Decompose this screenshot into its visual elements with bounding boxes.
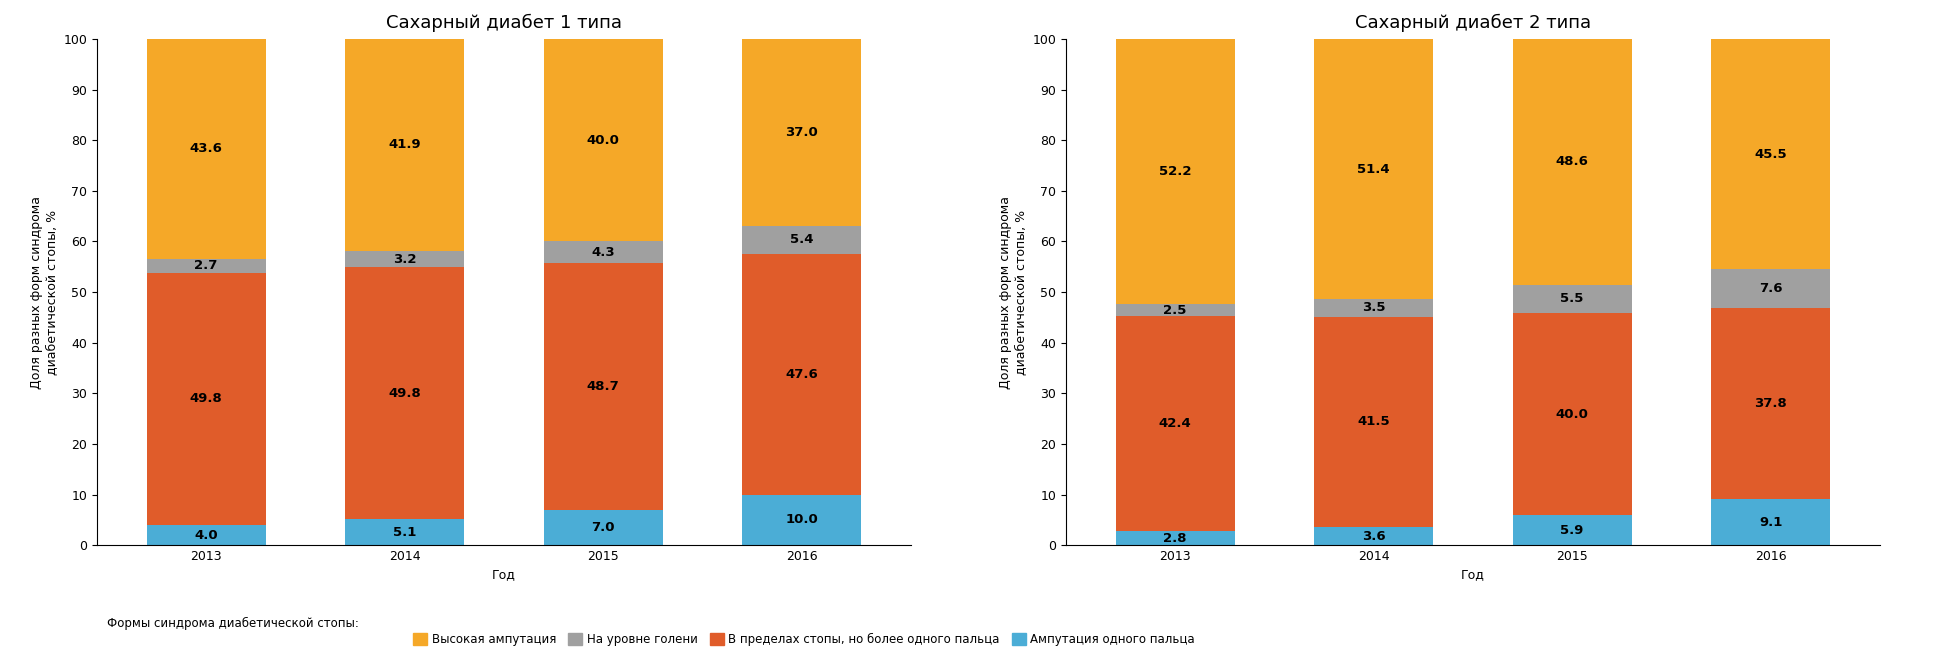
Title: Сахарный диабет 2 типа: Сахарный диабет 2 типа: [1355, 14, 1591, 32]
Text: 10.0: 10.0: [785, 513, 818, 526]
Text: 42.4: 42.4: [1159, 417, 1192, 430]
Bar: [1512, 39, 1632, 285]
Text: 5.5: 5.5: [1560, 293, 1583, 306]
Text: 49.8: 49.8: [190, 393, 223, 406]
Legend: Высокая ампутация, На уровне голени, В пределах стопы, но более одного пальца, А: Высокая ампутация, На уровне голени, В п…: [413, 633, 1196, 646]
X-axis label: Год: Год: [1461, 569, 1485, 582]
Text: 41.9: 41.9: [388, 138, 421, 151]
Bar: [345, 519, 465, 545]
Text: 3.6: 3.6: [1362, 530, 1386, 543]
Text: 49.8: 49.8: [388, 387, 421, 400]
Text: 37.8: 37.8: [1754, 397, 1787, 410]
Bar: [1314, 299, 1434, 317]
Text: 47.6: 47.6: [785, 367, 818, 380]
Bar: [1512, 285, 1632, 313]
X-axis label: Год: Год: [492, 569, 516, 582]
Bar: [1314, 39, 1434, 299]
Bar: [1116, 531, 1235, 545]
Y-axis label: Доля разных форм синдрома
диабетической стопы, %: Доля разных форм синдрома диабетической …: [998, 195, 1027, 389]
Bar: [1711, 499, 1829, 545]
Text: 41.5: 41.5: [1357, 415, 1390, 428]
Bar: [147, 38, 266, 259]
Text: 2.8: 2.8: [1163, 532, 1186, 545]
Bar: [1314, 527, 1434, 545]
Bar: [147, 525, 266, 545]
Bar: [742, 39, 860, 227]
Text: 40.0: 40.0: [1556, 408, 1589, 421]
Bar: [543, 39, 663, 241]
Bar: [1116, 304, 1235, 316]
Text: 40.0: 40.0: [587, 134, 620, 147]
Bar: [1711, 269, 1829, 308]
Text: Формы синдрома диабетической стопы:: Формы синдрома диабетической стопы:: [107, 617, 359, 630]
Bar: [1116, 40, 1235, 304]
Bar: [1711, 39, 1829, 269]
Text: 7.6: 7.6: [1760, 282, 1783, 295]
Bar: [742, 227, 860, 254]
Bar: [543, 263, 663, 509]
Bar: [345, 39, 465, 251]
Title: Сахарный диабет 1 типа: Сахарный диабет 1 типа: [386, 14, 622, 32]
Text: 5.9: 5.9: [1560, 524, 1583, 537]
Bar: [742, 495, 860, 545]
Bar: [1116, 316, 1235, 531]
Bar: [543, 241, 663, 263]
Text: 5.1: 5.1: [393, 526, 417, 539]
Text: 43.6: 43.6: [190, 142, 223, 155]
Text: 45.5: 45.5: [1754, 147, 1787, 160]
Text: 7.0: 7.0: [591, 521, 614, 534]
Y-axis label: Доля разных форм синдрома
диабетической стопы, %: Доля разных форм синдрома диабетической …: [29, 195, 58, 389]
Bar: [345, 267, 465, 519]
Text: 52.2: 52.2: [1159, 165, 1192, 178]
Bar: [543, 509, 663, 545]
Bar: [1512, 313, 1632, 515]
Text: 4.3: 4.3: [591, 246, 614, 259]
Bar: [1711, 308, 1829, 499]
Bar: [742, 254, 860, 495]
Bar: [1314, 317, 1434, 527]
Text: 37.0: 37.0: [785, 126, 818, 139]
Bar: [147, 259, 266, 273]
Text: 4.0: 4.0: [194, 528, 217, 541]
Text: 48.6: 48.6: [1556, 156, 1589, 169]
Text: 3.5: 3.5: [1362, 302, 1386, 315]
Bar: [1512, 515, 1632, 545]
Text: 2.5: 2.5: [1163, 304, 1186, 317]
Text: 9.1: 9.1: [1760, 515, 1783, 529]
Text: 51.4: 51.4: [1357, 162, 1390, 175]
Text: 48.7: 48.7: [587, 380, 620, 393]
Text: 5.4: 5.4: [791, 234, 814, 247]
Bar: [147, 273, 266, 525]
Bar: [345, 251, 465, 267]
Text: 2.7: 2.7: [194, 260, 217, 273]
Text: 3.2: 3.2: [393, 252, 417, 265]
